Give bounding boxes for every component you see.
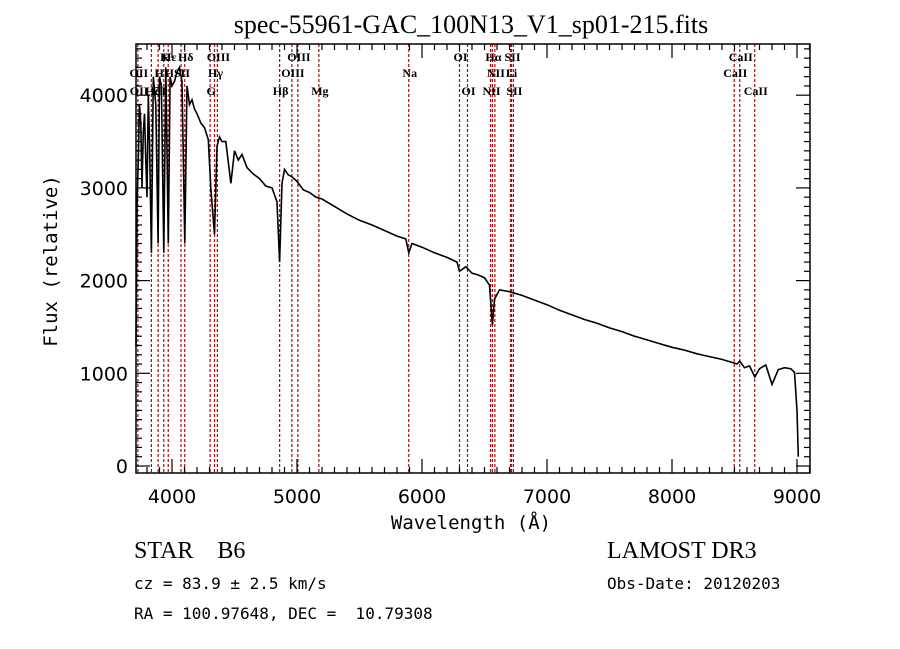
spectral-line-label: SII [506, 84, 522, 98]
y-tick-label: 4000 [80, 85, 128, 107]
survey-name: LAMOST DR3 [607, 538, 757, 564]
spectral-line-label: CaII [723, 66, 747, 80]
spectral-line-label: OIII [287, 50, 311, 64]
spectral-line-label: SII [504, 50, 520, 64]
spectral-line-label: K [160, 50, 170, 64]
x-tick-label: 8000 [648, 486, 696, 508]
flux-series-line [135, 65, 800, 457]
spectral-line-label: Hα [485, 50, 501, 64]
y-tick-label: 2000 [80, 271, 128, 293]
object-class: STAR B6 [134, 538, 246, 564]
spectral-line-label: Hγ [208, 66, 223, 80]
spectral-line-label: NII [482, 84, 500, 98]
spectral-line-label: NII [487, 66, 505, 80]
redshift-readout: cz = 83.9 ± 2.5 km/s [134, 574, 327, 593]
spectral-line-label: Hδ [178, 50, 194, 64]
x-tick-label: 9000 [773, 486, 821, 508]
spectral-line-label: Na [402, 66, 417, 80]
y-tick-label: 0 [116, 456, 128, 478]
x-tick-label: 6000 [398, 486, 446, 508]
spectral-line-label: OI [453, 50, 467, 64]
observation-date: Obs-Date: 20120203 [607, 574, 781, 593]
x-tick-label: 5000 [273, 486, 321, 508]
spectral-line-label: OIII [207, 50, 231, 64]
spectral-line-label: OII [130, 66, 149, 80]
x-tick-label: 4000 [148, 486, 196, 508]
spectral-line-label: OIII [281, 66, 305, 80]
spectral-line-label: Hβ [273, 84, 289, 98]
y-tick-label: 3000 [80, 178, 128, 200]
y-axis: 0 1000 2000 3000 4000 [80, 48, 810, 478]
chart-title: spec-55961-GAC_100N13_V1_sp01-215.fits [234, 10, 708, 39]
x-axis-label: Wavelength (Å) [391, 511, 551, 534]
spectral-line-label: CaII [744, 84, 768, 98]
plot-frame [135, 43, 811, 474]
spectral-line-label: OII [130, 84, 149, 98]
y-axis-label: Flux (relative) [40, 175, 62, 347]
x-tick-label: 7000 [523, 486, 571, 508]
spectral-line-label: OI [461, 84, 475, 98]
spectral-line-label: H [165, 66, 175, 80]
spectral-line-label: G [206, 84, 215, 98]
spectral-line-label: H [154, 66, 164, 80]
y-tick-label: 1000 [80, 363, 128, 385]
coordinates-readout: RA = 100.97648, DEC = 10.79308 [134, 604, 433, 623]
x-axis: 4000 5000 6000 7000 8000 9000 [146, 44, 821, 508]
spectral-line-label: Hε [162, 50, 176, 64]
spectral-line-label: Li [506, 66, 518, 80]
spectral-line-label: CaII [729, 50, 753, 64]
spectral-line-label: Mg [311, 84, 328, 98]
spectral-line-markers [137, 44, 756, 473]
